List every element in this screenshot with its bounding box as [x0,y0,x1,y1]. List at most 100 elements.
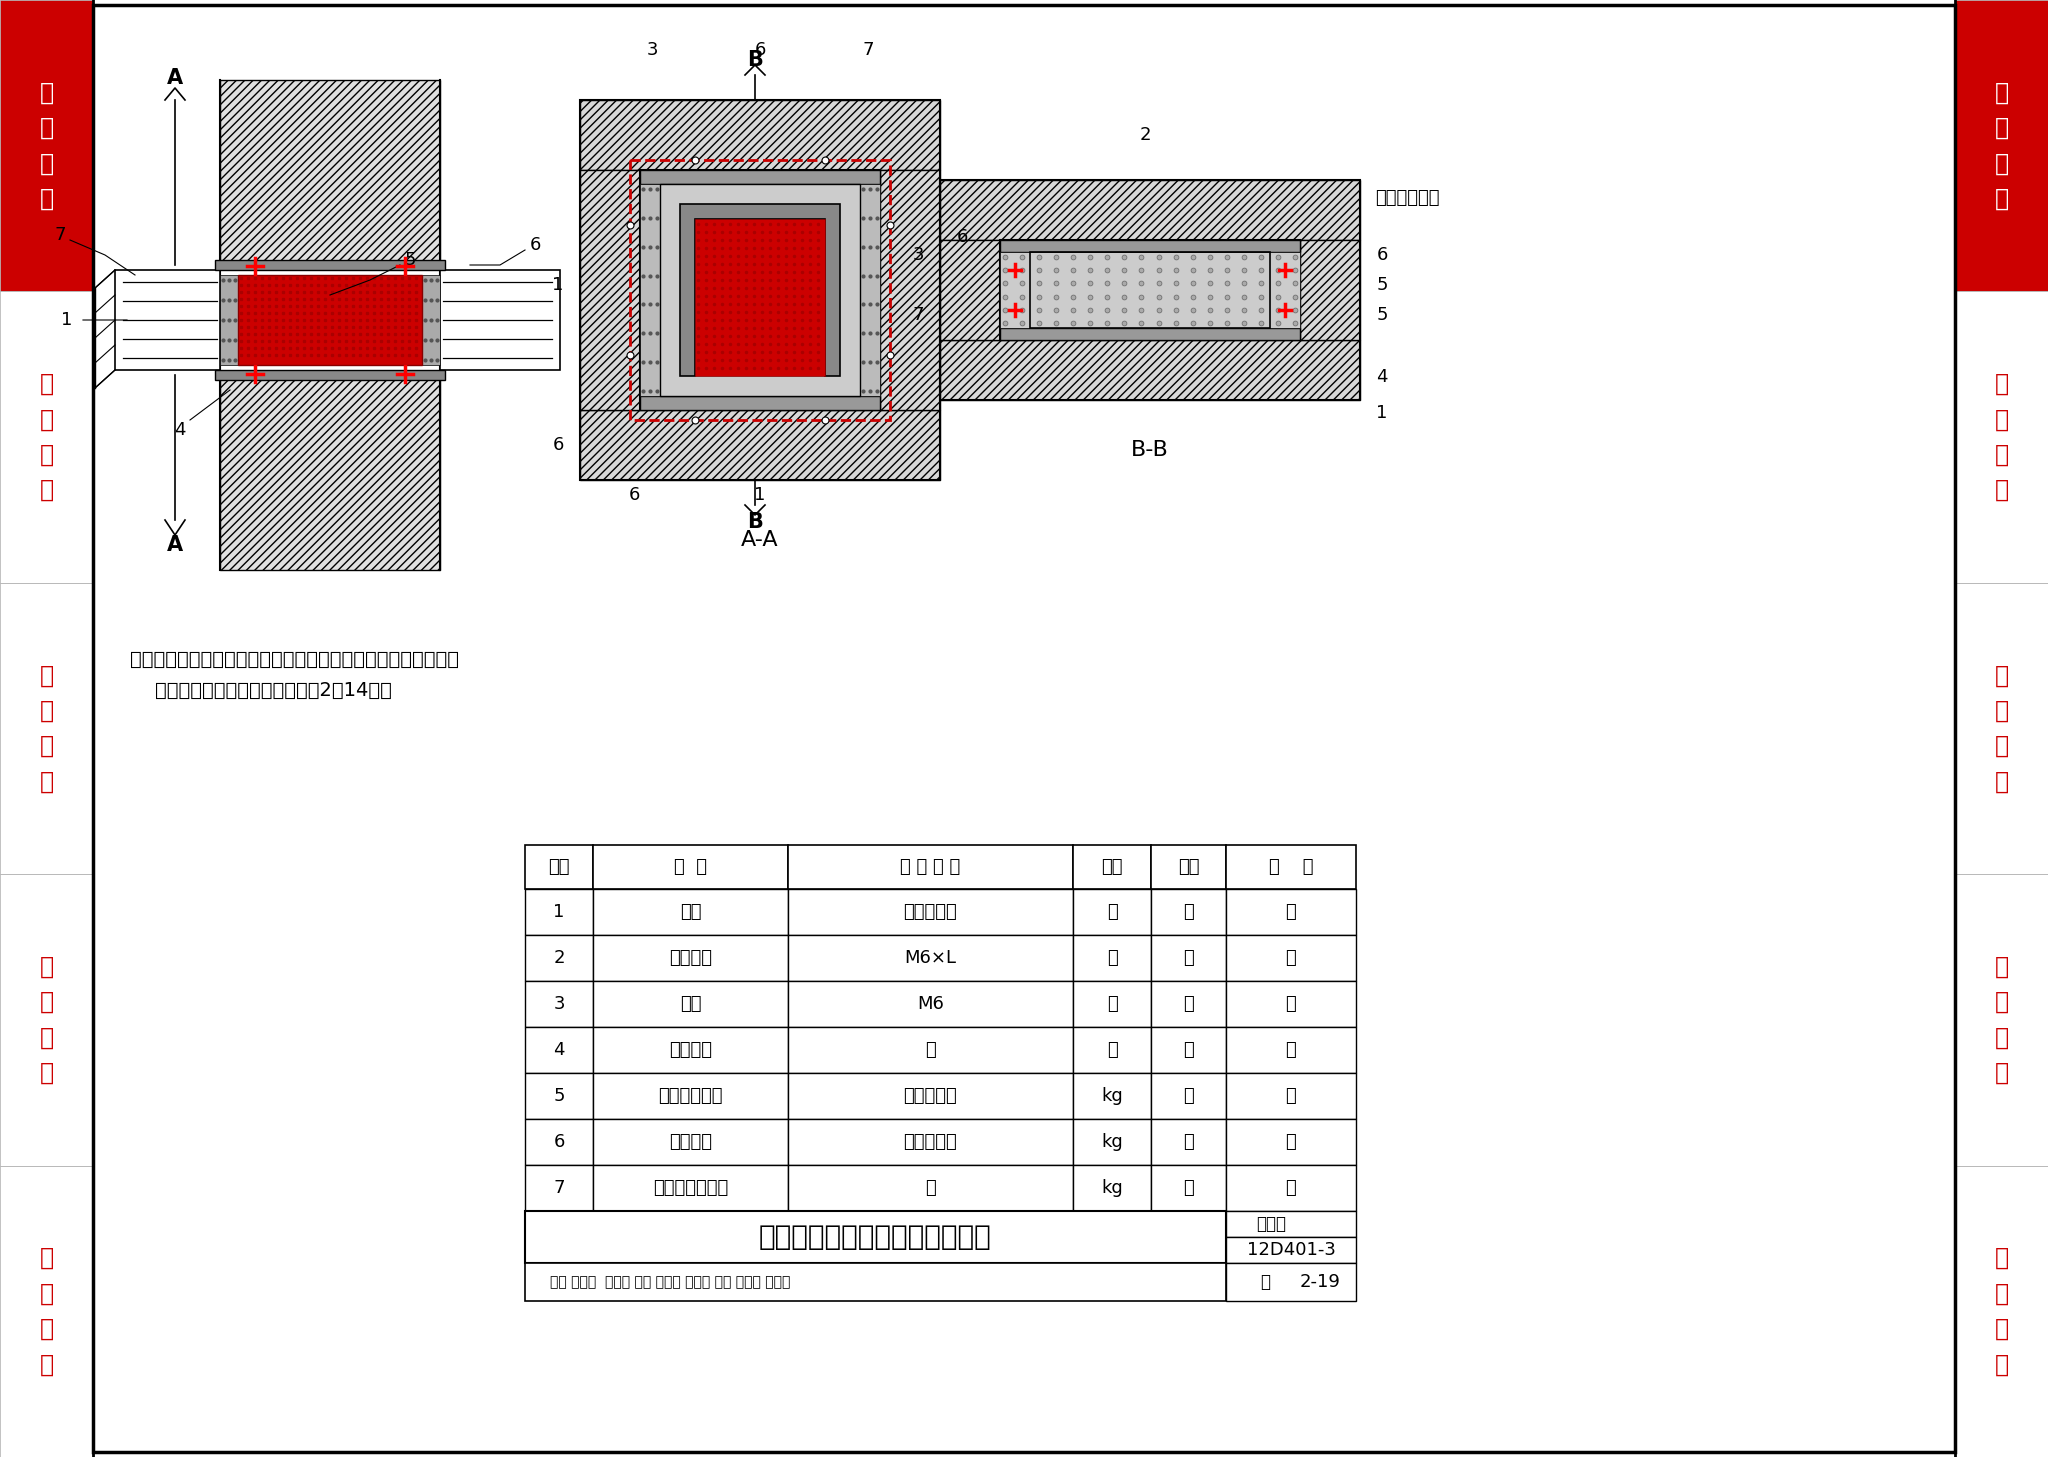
Bar [0,874,92,1166]
Text: 审核 刘汉云  刘汉云 校对 张文成 张以印 设计 信大庆 信入庆: 审核 刘汉云 刘汉云 校对 张文成 张以印 设计 信大庆 信入庆 [551,1275,791,1289]
Text: －: － [1286,903,1296,921]
Bar [524,1263,1227,1301]
Text: 数量: 数量 [1178,858,1200,876]
Bar [524,1027,594,1072]
Bar [0,291,92,583]
Bar [1956,291,2048,583]
Bar [1227,1072,1356,1119]
Bar [1956,0,2048,291]
Text: －: － [1286,1134,1296,1151]
Bar [1227,1237,1356,1263]
Bar [1151,1072,1227,1119]
Text: kg: kg [1102,1179,1122,1198]
Bar [594,1166,788,1211]
Text: 隔
离
密
封: 隔 离 密 封 [1995,80,2009,211]
Bar [1227,1211,1356,1237]
Text: 照
明
灯
具: 照 明 灯 具 [1995,663,2009,794]
Bar [115,270,219,370]
Text: kg: kg [1102,1134,1122,1151]
Text: 个: 个 [1106,995,1118,1013]
Bar [524,1166,594,1211]
Text: 6: 6 [1376,246,1389,264]
Bar [0,0,92,291]
Text: －: － [1184,903,1194,921]
Bar [940,240,999,339]
Bar [1227,845,1356,889]
Text: 7: 7 [911,306,924,323]
Bar [1227,1166,1356,1211]
Text: 编号: 编号 [549,858,569,876]
Text: 5: 5 [553,1087,565,1104]
Text: －: － [1106,903,1118,921]
Text: －: － [926,1040,936,1059]
Bar [0,583,92,874]
Text: 7: 7 [553,1179,565,1198]
Bar [631,160,891,420]
Text: 2-19: 2-19 [1298,1273,1339,1291]
Text: －: － [1286,1040,1296,1059]
Bar [1073,845,1151,889]
Text: －: － [1184,1179,1194,1198]
Text: 单位: 单位 [1102,858,1122,876]
Bar [788,845,1073,889]
Bar [219,80,440,268]
Bar [999,240,1300,252]
Text: 3: 3 [911,246,924,264]
Bar [524,1211,1227,1263]
Bar [1151,845,1227,889]
Text: －: － [1184,1040,1194,1059]
Bar [1151,935,1227,981]
Text: 电缆: 电缆 [680,903,700,921]
Bar [524,1072,594,1119]
Text: 5: 5 [1376,275,1389,294]
Bar [881,170,940,409]
Bar [999,328,1300,339]
Text: 1: 1 [754,487,766,504]
Bar [1227,1263,1356,1301]
Bar [1151,1166,1227,1211]
Text: 4: 4 [174,421,186,439]
Text: B-B: B-B [1130,440,1169,460]
Text: 6: 6 [553,436,563,455]
Text: A: A [168,68,182,87]
Text: 备    注: 备 注 [1270,858,1313,876]
Bar [639,170,881,409]
Text: 1: 1 [553,275,563,294]
Bar [1073,1027,1151,1072]
Text: 6: 6 [629,487,639,504]
Bar [639,396,881,409]
Text: 见工程设计: 见工程设计 [903,1134,956,1151]
Text: －: － [1286,1179,1296,1198]
Text: 照
明
灯
具: 照 明 灯 具 [39,663,53,794]
Bar [1073,889,1151,935]
Text: M6×L: M6×L [905,949,956,967]
Text: －: － [1184,1134,1194,1151]
Bar [215,259,444,270]
Bar [1151,1027,1227,1072]
Text: 技
术
资
料: 技 术 资 料 [39,1246,53,1377]
Bar [788,981,1073,1027]
Bar [215,370,444,380]
Text: 弱
电
设
备: 弱 电 设 备 [1995,954,2009,1085]
Text: 4: 4 [1376,369,1389,386]
Text: 3: 3 [553,995,565,1013]
Bar [860,184,881,396]
Text: 1: 1 [553,903,565,921]
Text: 电缆梯架或托盘: 电缆梯架或托盘 [653,1179,729,1198]
Text: 6: 6 [553,1134,565,1151]
Bar [524,889,594,935]
Text: 1: 1 [1376,404,1389,423]
Text: 动
力
设
备: 动 力 设 备 [1995,372,2009,503]
Text: －: － [1184,949,1194,967]
Text: 电缆梯架穿墙柔性有机堵料封堵: 电缆梯架穿墙柔性有机堵料封堵 [760,1222,991,1252]
Text: 6: 6 [754,41,766,58]
Text: 2: 2 [1139,125,1151,144]
Bar [1227,1119,1356,1166]
Bar [1956,1166,2048,1457]
Text: －: － [926,1179,936,1198]
Bar [788,1166,1073,1211]
Text: 型 号 规 格: 型 号 规 格 [901,858,961,876]
Bar [788,1119,1073,1166]
Text: 名  称: 名 称 [674,858,707,876]
Text: －: － [1184,995,1194,1013]
